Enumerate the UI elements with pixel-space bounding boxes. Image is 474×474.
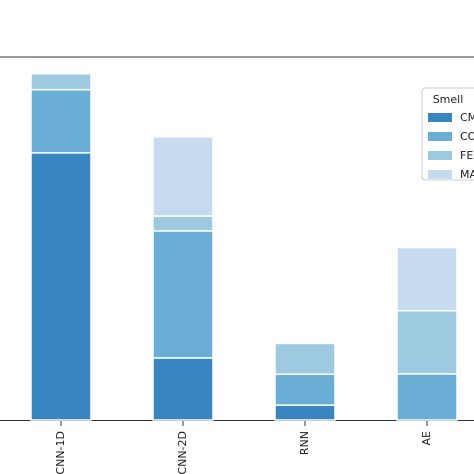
bar-segment	[396, 373, 458, 421]
bar-segment	[152, 136, 214, 217]
bar-segment	[274, 342, 336, 376]
bar-segment	[30, 88, 92, 154]
bar-segment	[274, 373, 336, 406]
bar-segment	[30, 152, 92, 421]
bar-segment	[30, 72, 92, 91]
x-tick-label: AE	[420, 431, 433, 446]
legend-label: CO	[460, 130, 474, 143]
bar-segment	[396, 309, 458, 375]
x-tick-label: RNN	[298, 431, 311, 455]
legend-swatch	[428, 170, 452, 179]
bar-segment	[274, 404, 336, 421]
legend-swatch	[428, 132, 452, 141]
bar-segment	[396, 246, 458, 312]
legend-label: FE	[460, 149, 473, 162]
legend-label: MA	[460, 168, 474, 181]
bar-segment	[152, 230, 214, 359]
x-tick-label: CNN-2D	[176, 431, 189, 474]
legend-label: CM	[460, 111, 474, 124]
x-tick-label: CNN-1D	[54, 431, 67, 474]
legend-swatch	[428, 151, 452, 160]
bar-segment	[152, 215, 214, 232]
legend-swatch	[428, 113, 452, 122]
legend-title: Smell	[433, 93, 464, 106]
bar-segment	[152, 357, 214, 421]
